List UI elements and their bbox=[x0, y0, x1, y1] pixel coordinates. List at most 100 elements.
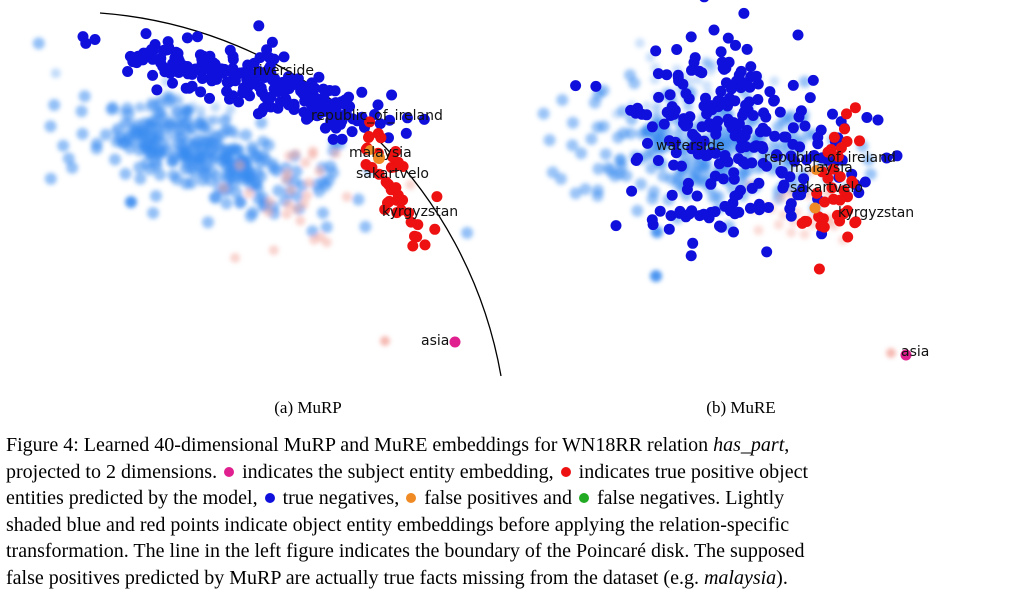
true-negative-point bbox=[650, 45, 662, 57]
true-negative-point bbox=[183, 82, 195, 94]
shaded-blue-point bbox=[599, 148, 612, 161]
shaded-blue-point bbox=[204, 174, 217, 187]
true-negative-point bbox=[745, 61, 757, 73]
true-negative-point bbox=[709, 206, 721, 218]
true-negative-point bbox=[706, 147, 718, 158]
murp-label-asia: asia bbox=[421, 333, 449, 349]
false-positive-dot-icon bbox=[406, 493, 417, 503]
true-negative-point bbox=[708, 24, 720, 36]
true-negative-point bbox=[718, 63, 730, 75]
true-negative-dot-icon bbox=[264, 493, 275, 503]
shaded-blue-point bbox=[575, 147, 588, 160]
shaded-blue-point bbox=[591, 184, 604, 197]
true-negative-point bbox=[753, 177, 765, 189]
shaded-blue-point bbox=[154, 168, 166, 181]
murp-points bbox=[77, 20, 461, 348]
shaded-red-point bbox=[300, 157, 311, 168]
true-negative-point bbox=[161, 44, 173, 56]
shaded-blue-point bbox=[196, 149, 209, 162]
true-positive-point bbox=[828, 131, 840, 143]
true-positive-point bbox=[815, 220, 827, 232]
shaded-blue-point bbox=[210, 102, 221, 113]
shaded-red-point bbox=[295, 215, 306, 226]
true-negative-point bbox=[274, 78, 286, 90]
true-negative-point bbox=[664, 89, 676, 101]
true-positive-point bbox=[366, 162, 378, 173]
true-negative-point bbox=[698, 135, 710, 147]
caption-l3a: entities predicted by the model, bbox=[6, 487, 263, 509]
shaded-blue-point bbox=[133, 102, 144, 113]
true-negative-point bbox=[812, 138, 824, 150]
shaded-blue-point bbox=[105, 103, 118, 116]
shaded-blue-point bbox=[175, 132, 185, 142]
true-negative-point bbox=[292, 73, 304, 85]
shaded-blue-point bbox=[78, 90, 91, 103]
true-negative-point bbox=[753, 204, 765, 216]
shaded-blue-point bbox=[171, 105, 182, 116]
true-positive-point bbox=[811, 187, 823, 199]
subject-dot-icon bbox=[224, 466, 235, 477]
mure-label-republic-of-ireland: republic_of_ireland bbox=[764, 150, 896, 166]
true-negative-point bbox=[793, 111, 805, 123]
shaded-blue-point bbox=[150, 155, 163, 168]
true-positive-point bbox=[382, 197, 393, 209]
shaded-blue-point bbox=[171, 173, 183, 186]
shaded-blue-point bbox=[204, 135, 215, 146]
true-positive-point bbox=[834, 194, 846, 206]
true-negative-point bbox=[304, 93, 316, 105]
mure-labels: waterside republic_of_ireland malaysia s… bbox=[656, 138, 929, 360]
true-negative-point bbox=[680, 120, 691, 132]
shaded-blue-point bbox=[777, 114, 790, 127]
true-negative-point bbox=[771, 150, 783, 162]
mure-subcaption: (b) MuRE bbox=[706, 398, 775, 417]
true-negative-point bbox=[647, 219, 659, 231]
shaded-blue-point bbox=[62, 152, 75, 165]
shaded-blue-point bbox=[109, 153, 121, 166]
shaded-blue-point bbox=[543, 134, 556, 147]
true-negative-point bbox=[233, 96, 245, 108]
shaded-red-point bbox=[886, 348, 896, 358]
true-negative-point bbox=[329, 85, 341, 97]
true-positive-point bbox=[842, 231, 854, 243]
true-negative-point bbox=[265, 91, 277, 103]
true-positive-point bbox=[380, 176, 392, 188]
true-negative-point bbox=[400, 127, 412, 139]
mure-label-kyrgyzstan: kyrgyzstan bbox=[838, 205, 914, 221]
true-positive-point bbox=[827, 163, 839, 175]
true-negative-point bbox=[327, 133, 339, 145]
shaded-blue-point bbox=[90, 142, 103, 155]
true-negative-point bbox=[264, 60, 276, 72]
shaded-blue-point bbox=[359, 220, 372, 233]
true-negative-point bbox=[238, 82, 249, 94]
shaded-blue-point bbox=[99, 128, 112, 141]
true-positive-point bbox=[826, 182, 838, 194]
true-negative-point bbox=[722, 32, 734, 44]
true-negative-point bbox=[728, 173, 740, 185]
true-negative-point bbox=[799, 120, 811, 132]
shaded-blue-point bbox=[48, 99, 61, 111]
shaded-red-point bbox=[290, 148, 301, 159]
true-negative-point bbox=[401, 112, 413, 124]
murp-label-sakartvelo: sakartvelo bbox=[356, 166, 429, 182]
shaded-blue-point bbox=[569, 187, 582, 200]
shaded-blue-point bbox=[588, 96, 601, 109]
true-negative-point bbox=[827, 108, 838, 120]
true-negative-point bbox=[632, 102, 643, 114]
true-negative-point bbox=[242, 59, 254, 71]
shaded-blue-point bbox=[230, 186, 243, 199]
true-negative-point bbox=[730, 39, 741, 51]
true-negative-point bbox=[280, 93, 292, 104]
true-negative-point bbox=[744, 202, 756, 214]
true-positive-point bbox=[813, 211, 825, 223]
shaded-blue-point bbox=[173, 97, 184, 108]
true-negative-point bbox=[700, 92, 711, 104]
shaded-red-point bbox=[268, 245, 279, 256]
true-negative-point bbox=[684, 208, 695, 220]
shaded-blue-point bbox=[240, 129, 252, 141]
shaded-red-point bbox=[786, 227, 797, 238]
shaded-blue-point bbox=[116, 106, 127, 117]
shaded-blue-point bbox=[566, 139, 579, 152]
true-negative-point bbox=[666, 101, 678, 113]
true-positive-point bbox=[419, 239, 431, 251]
